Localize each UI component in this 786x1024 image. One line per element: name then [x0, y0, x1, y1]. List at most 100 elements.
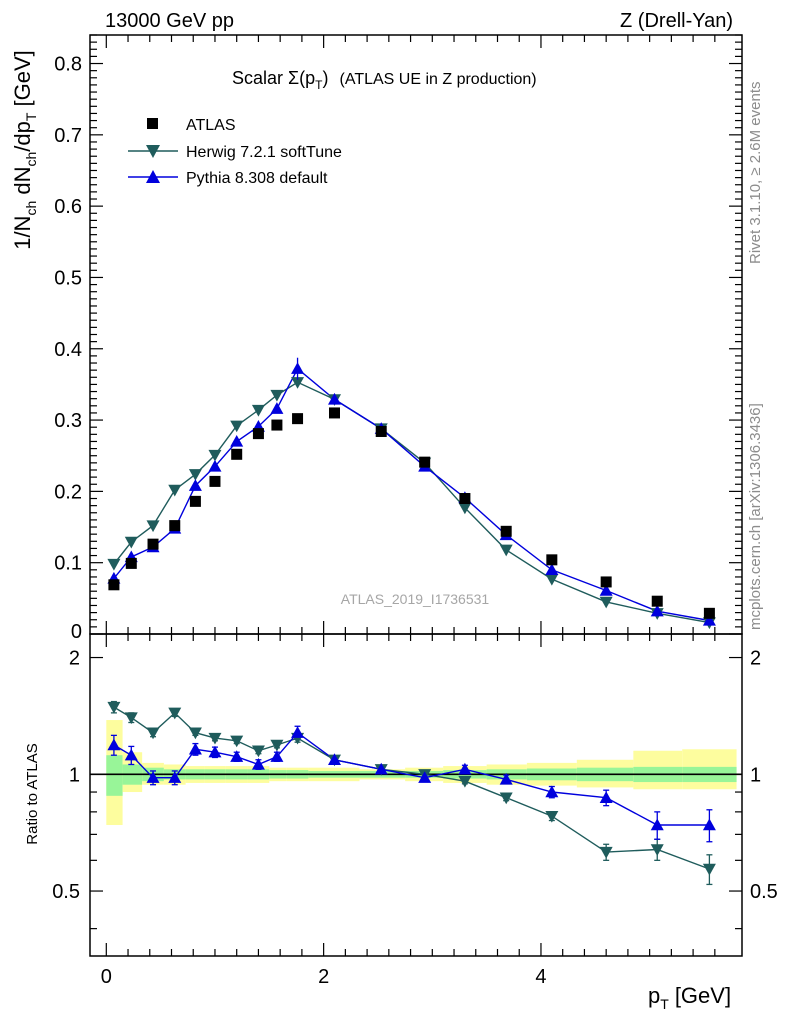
- herwig-point-8: [270, 389, 284, 402]
- atlas-point-10: [329, 407, 340, 419]
- ratio-y-tick-label-right-2: 2: [750, 648, 761, 670]
- mcplots-credit-label: mcplots.cern.ch [arXiv:1306.3436]: [747, 403, 764, 630]
- pythia-point-17: [650, 604, 664, 617]
- legend-atlas-marker: [147, 118, 158, 129]
- legend-herwig-marker: [146, 145, 160, 158]
- atlas-point-7: [252, 428, 264, 440]
- atlas-point-2: [147, 538, 159, 550]
- pythia-point-10: [328, 392, 341, 405]
- band-inner-0: [106, 755, 123, 796]
- analysis-watermark: ATLAS_2019_I1736531: [341, 591, 490, 607]
- atlas-point-0: [108, 579, 120, 591]
- ratio-y-tick-label-right-0: 0.5: [750, 881, 778, 903]
- herwig-ratio-point-4: [188, 727, 202, 740]
- pythia-point-18: [702, 613, 716, 626]
- herwig-ratio-point-3: [168, 707, 182, 720]
- pythia-ratio-point-13: [458, 762, 472, 775]
- pythia-ratio-point-18: [702, 818, 716, 831]
- main-series-lines: [113, 367, 710, 624]
- atlas-point-15: [546, 554, 558, 566]
- herwig-ratio-point-5: [208, 732, 222, 745]
- herwig-ratio-point-8: [270, 739, 284, 752]
- pythia-point-4: [188, 479, 202, 491]
- main-y-tick-label-1: 0.2: [54, 481, 82, 503]
- herwig-ratio-point-6: [230, 735, 244, 748]
- pythia-main-line: [113, 367, 710, 622]
- pythia-point-16: [599, 584, 613, 596]
- atlas-point-18: [703, 607, 715, 619]
- rivet-version-label: Rivet 3.1.10, ≥ 2.6M events: [747, 82, 764, 265]
- pythia-point-5: [208, 459, 222, 472]
- pythia-ratio-point-5: [208, 745, 222, 758]
- x-axis-title: pT [GeV]: [648, 983, 731, 1012]
- legend: ATLAS Herwig 7.2.1 softTune Pythia 8.308…: [128, 117, 342, 187]
- atlas-point-6: [231, 448, 243, 460]
- pythia-ratio-point-4: [188, 742, 202, 755]
- atlas-point-1: [125, 557, 137, 569]
- herwig-ratio-point-2: [146, 727, 160, 740]
- pythia-ratio-point-11: [374, 762, 388, 775]
- header-process: Z (Drell-Yan): [620, 10, 733, 32]
- pythia-ratio-point-10: [328, 753, 341, 765]
- atlas-point-13: [459, 493, 471, 505]
- herwig-point-6: [230, 420, 244, 433]
- pythia-ratio-point-12: [418, 771, 432, 783]
- herwig-point-15: [545, 573, 559, 586]
- pythia-ratio-point-16: [599, 791, 613, 803]
- title-close: ): [323, 68, 329, 88]
- axis-ticks: 0 2 4 0.1 0.2 0.3 0.4 0.5 0.6 0.7 0.8 0 0.5 0.5 1 1 2 2: [52, 34, 778, 988]
- pythia-ratio-point-17: [650, 818, 664, 831]
- herwig-ratio-point-13: [458, 775, 472, 788]
- main-y-tick-label-3: 0.4: [54, 339, 82, 361]
- pythia-ratio-point-15: [545, 785, 559, 798]
- herwig-point-4: [188, 469, 202, 481]
- pythia-ratio-point-14: [499, 772, 513, 785]
- x-tick-label-2: 4: [535, 966, 546, 988]
- main-y-tick-label-6: 0.7: [54, 125, 82, 147]
- herwig-point-16: [599, 596, 613, 609]
- pythia-ratio-point-7: [251, 757, 265, 770]
- main-y-tick-label-7: 0.8: [54, 54, 82, 76]
- pythia-point-15: [545, 563, 559, 576]
- x-title-main: p: [648, 983, 660, 1008]
- main-y-tick-label-0: 0.1: [54, 553, 82, 575]
- title-rest: (ATLAS UE in Z production): [340, 71, 537, 88]
- ratio-y-axis-title: Ratio to ATLAS: [24, 743, 41, 844]
- pythia-ratio-point-3: [168, 771, 182, 783]
- main-y-tick-label-2: 0.3: [54, 410, 82, 432]
- header-energy: 13000 GeV pp: [105, 10, 234, 32]
- legend-atlas-label: ATLAS: [186, 117, 236, 134]
- herwig-ratio-point-17: [650, 844, 664, 856]
- pythia-point-6: [230, 434, 244, 447]
- atlas-point-17: [651, 595, 663, 607]
- ratio-series-markers: [107, 700, 716, 886]
- ratio-y-tick-label-left-2: 2: [69, 648, 80, 670]
- herwig-ratio-point-15: [545, 810, 559, 823]
- atlas-point-8: [271, 419, 283, 431]
- x-tick-label-1: 2: [318, 966, 329, 988]
- atlas-point-12: [419, 456, 431, 468]
- legend-herwig-label: Herwig 7.2.1 softTune: [186, 144, 342, 161]
- ratio-series-lines: [113, 706, 710, 870]
- herwig-main-line: [113, 381, 710, 624]
- pythia-ratio-point-9: [291, 726, 305, 738]
- ratio-panel-frame: [89, 633, 743, 957]
- chart-title: Scalar Σ(pT) (ATLAS UE in Z production): [232, 68, 537, 92]
- pythia-ratio-point-2: [146, 771, 160, 783]
- herwig-point-9: [291, 377, 305, 389]
- legend-pythia-label: Pythia 8.308 default: [186, 170, 328, 187]
- x-tick-label-0: 0: [101, 966, 112, 988]
- herwig-ratio-point-14: [499, 792, 513, 805]
- herwig-ratio-point-18: [702, 863, 716, 876]
- herwig-ratio-point-0: [107, 701, 121, 714]
- herwig-point-3: [168, 484, 182, 497]
- herwig-point-14: [499, 544, 513, 557]
- atlas-point-16: [600, 576, 612, 588]
- herwig-point-1: [124, 536, 138, 549]
- x-title-rest: [GeV]: [675, 983, 731, 1008]
- main-y-tick-label-4: 0.5: [54, 267, 82, 289]
- atlas-point-9: [292, 413, 304, 425]
- atlas-point-3: [169, 520, 181, 532]
- herwig-point-2: [146, 520, 160, 533]
